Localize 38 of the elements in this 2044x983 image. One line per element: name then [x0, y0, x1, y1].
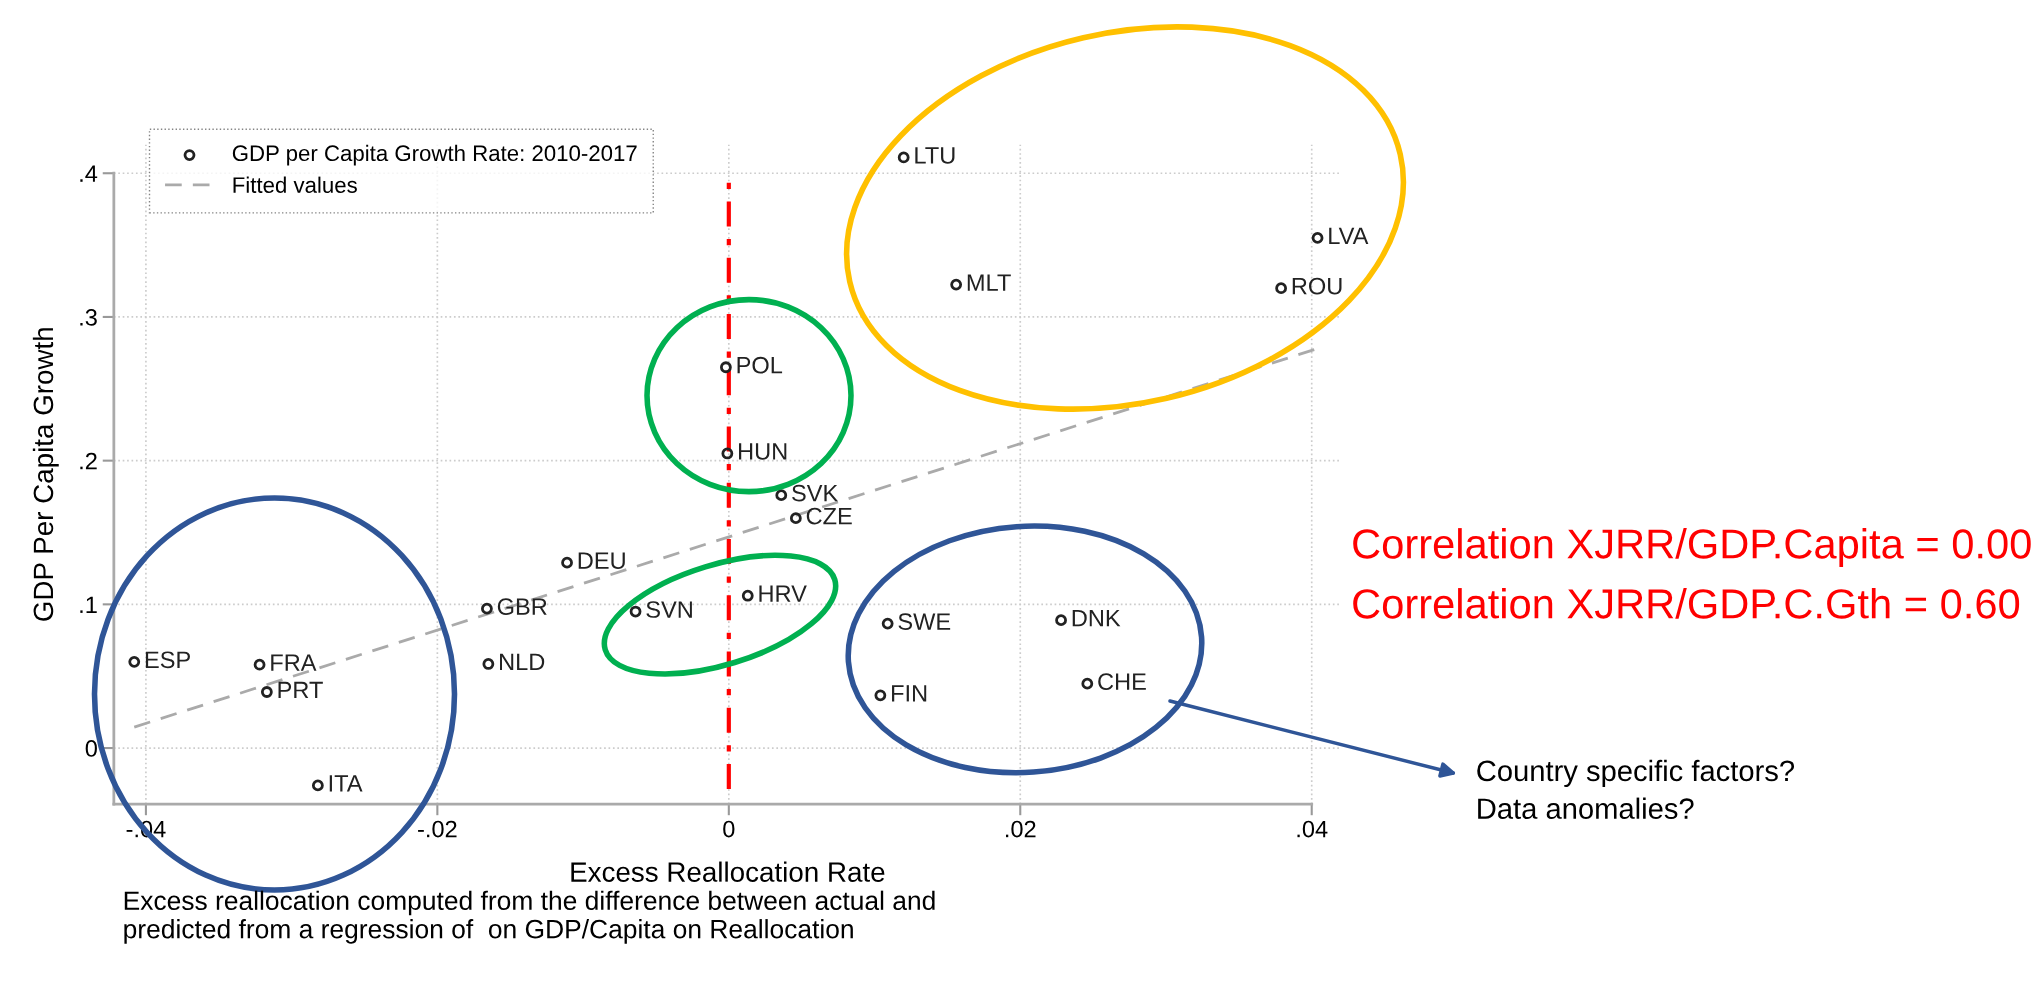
y-tick-label: .1	[80, 596, 97, 613]
text: Correlation XJRR/GDP.C.Gth = 0.60	[1353, 588, 2020, 619]
annotation: SVK	[792, 484, 838, 502]
annotation: PRT	[278, 681, 323, 699]
x-tick-label: 0	[723, 820, 735, 838]
text: Correlation XJRR/GDP.Capita = 0.00	[1353, 528, 2031, 567]
y-axis-title: GDP Per Capita Growth	[32, 328, 59, 621]
legend-label: GDP per Capita Growth Rate: 2010-2017	[232, 144, 637, 166]
annotation: SWE	[898, 613, 951, 630]
y-tick-label: 0	[85, 740, 97, 757]
y-tick-label: .3	[80, 309, 97, 326]
x-axis-title: Excess Reallocation Rate	[571, 861, 885, 882]
legend-label: Fitted values	[233, 176, 357, 193]
x-tick-label: .02	[1006, 820, 1036, 838]
text: Country specific factors? Data anomalies?	[1477, 759, 1795, 820]
annotation: ITA	[329, 775, 363, 792]
annotation: CHE	[1098, 673, 1146, 691]
annotation: HUN	[739, 443, 787, 460]
annotation: LTU	[915, 147, 955, 164]
annotation: FIN	[892, 685, 927, 702]
annotation: GBR	[497, 598, 547, 615]
annotation: HRV	[759, 585, 807, 602]
annotation: POL	[737, 356, 783, 374]
annotation: LVA	[1329, 227, 1369, 245]
x-tick-label: -.02	[418, 820, 457, 838]
annotation: ESP	[145, 651, 190, 669]
annotation: MLT	[967, 274, 1011, 291]
y-tick-label: .2	[80, 452, 97, 470]
y-tick-label: .4	[80, 165, 98, 182]
text: Excess reallocation computed from the difference between actual and predicted from a regression of on GDP/Capita on Reallocation	[124, 890, 935, 944]
annotation: SVN	[646, 601, 692, 618]
annotation: CZE	[806, 507, 852, 525]
annotation: FRA	[271, 654, 317, 671]
annotation: ROU	[1292, 277, 1342, 295]
annotation: DEU	[578, 552, 625, 570]
x-tick-label: .04	[1297, 820, 1328, 838]
annotation: NLD	[500, 653, 545, 671]
annotation: DNK	[1072, 610, 1121, 627]
